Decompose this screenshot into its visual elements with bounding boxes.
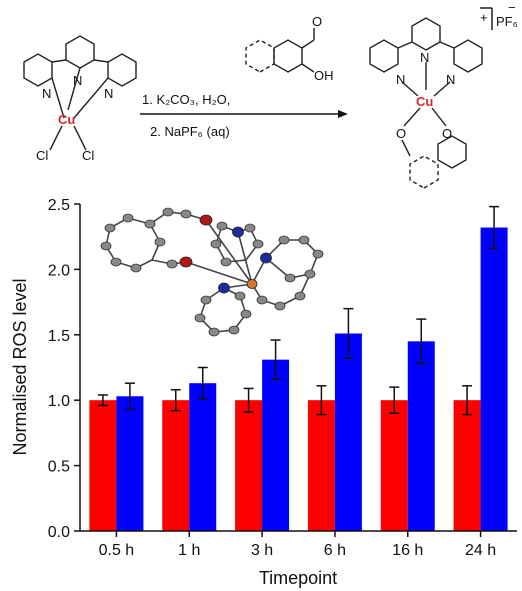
product-cu: Cu [416, 94, 433, 109]
y-tick-label: 0.5 [48, 459, 70, 476]
aldehyde-o: O [312, 14, 322, 29]
reactant-cl-right: Cl [82, 148, 94, 163]
y-tick-label: 1.0 [48, 393, 70, 410]
x-tick-label: 0.5 h [99, 542, 135, 559]
product-n-center: N [420, 50, 429, 65]
x-tick-label: 24 h [465, 542, 496, 559]
y-tick-label: 2.0 [48, 262, 70, 279]
y-axis-title: Normalised ROS level [10, 278, 30, 455]
aldehyde-structure [245, 28, 315, 73]
y-tick-label: 0.0 [48, 524, 70, 541]
x-axis: 0.5 h 1 h 3 h 6 h 16 h 24 h [80, 530, 517, 559]
bar-series-1-3 [307, 400, 335, 531]
copper-atom [246, 279, 258, 289]
bars [89, 227, 508, 531]
crystal-structure-inset [100, 207, 324, 337]
reactant-n-right: N [104, 86, 113, 101]
nitrogen-atom [232, 226, 244, 238]
product-o-left: O [396, 126, 406, 141]
bar-series-1-0 [89, 400, 117, 531]
counterion-charge: − [508, 0, 516, 15]
oxygen-atom [179, 256, 193, 268]
product-n-left: N [396, 72, 405, 87]
x-axis-title: Timepoint [259, 568, 337, 588]
bar-series-2-5 [480, 227, 508, 531]
counterion: PF₆ [496, 14, 518, 29]
x-tick-label: 6 h [324, 542, 346, 559]
product-n-right: N [446, 72, 455, 87]
y-axis: 0.0 0.5 1.0 1.5 2.0 2.5 [48, 197, 81, 541]
bar-series-2-4 [407, 341, 435, 531]
reactant-cu: Cu [58, 112, 75, 127]
nitrogen-atom [218, 282, 230, 294]
y-tick-label: 2.5 [48, 197, 70, 214]
y-tick-label: 1.5 [48, 328, 70, 345]
reagent-step-1: 1. K₂CO₃, H₂O, [142, 92, 230, 107]
reaction-arrowhead [338, 110, 348, 118]
oxygen-atom [199, 214, 213, 226]
reactant-n-center: N [73, 73, 82, 88]
error-bars [97, 205, 500, 416]
bar-series-1-4 [380, 400, 408, 531]
bar-series-2-1 [189, 383, 217, 531]
reactant-cl-left: Cl [36, 148, 48, 163]
bar-series-2-0 [116, 396, 144, 531]
aldehyde-oh: OH [314, 68, 334, 83]
charge-bracket [480, 7, 493, 30]
reactant-structure [23, 35, 137, 151]
bar-series-1-2 [235, 400, 263, 531]
nitrogen-atom [260, 252, 272, 264]
complex-charge: + [480, 10, 488, 25]
product-o-right: O [442, 126, 452, 141]
reactant-n-left: N [42, 86, 51, 101]
bar-chart: 0.0 0.5 1.0 1.5 2.0 2.5 0.5 h 1 h 3 h 6 h 16 h 24 … [10, 197, 517, 588]
x-tick-label: 3 h [251, 542, 273, 559]
x-tick-label: 1 h [178, 542, 200, 559]
reaction-scheme: N N N Cu Cl Cl O OH 1. K₂CO₃, H₂O, 2. Na… [23, 0, 518, 189]
bar-series-2-3 [334, 333, 362, 531]
bar-series-1-1 [162, 400, 190, 531]
bar-series-2-2 [262, 359, 290, 531]
reagent-step-2: 2. NaPF₆ (aq) [150, 124, 230, 139]
x-tick-label: 16 h [392, 542, 423, 559]
bar-series-1-5 [453, 400, 481, 531]
product-structure [369, 17, 483, 189]
